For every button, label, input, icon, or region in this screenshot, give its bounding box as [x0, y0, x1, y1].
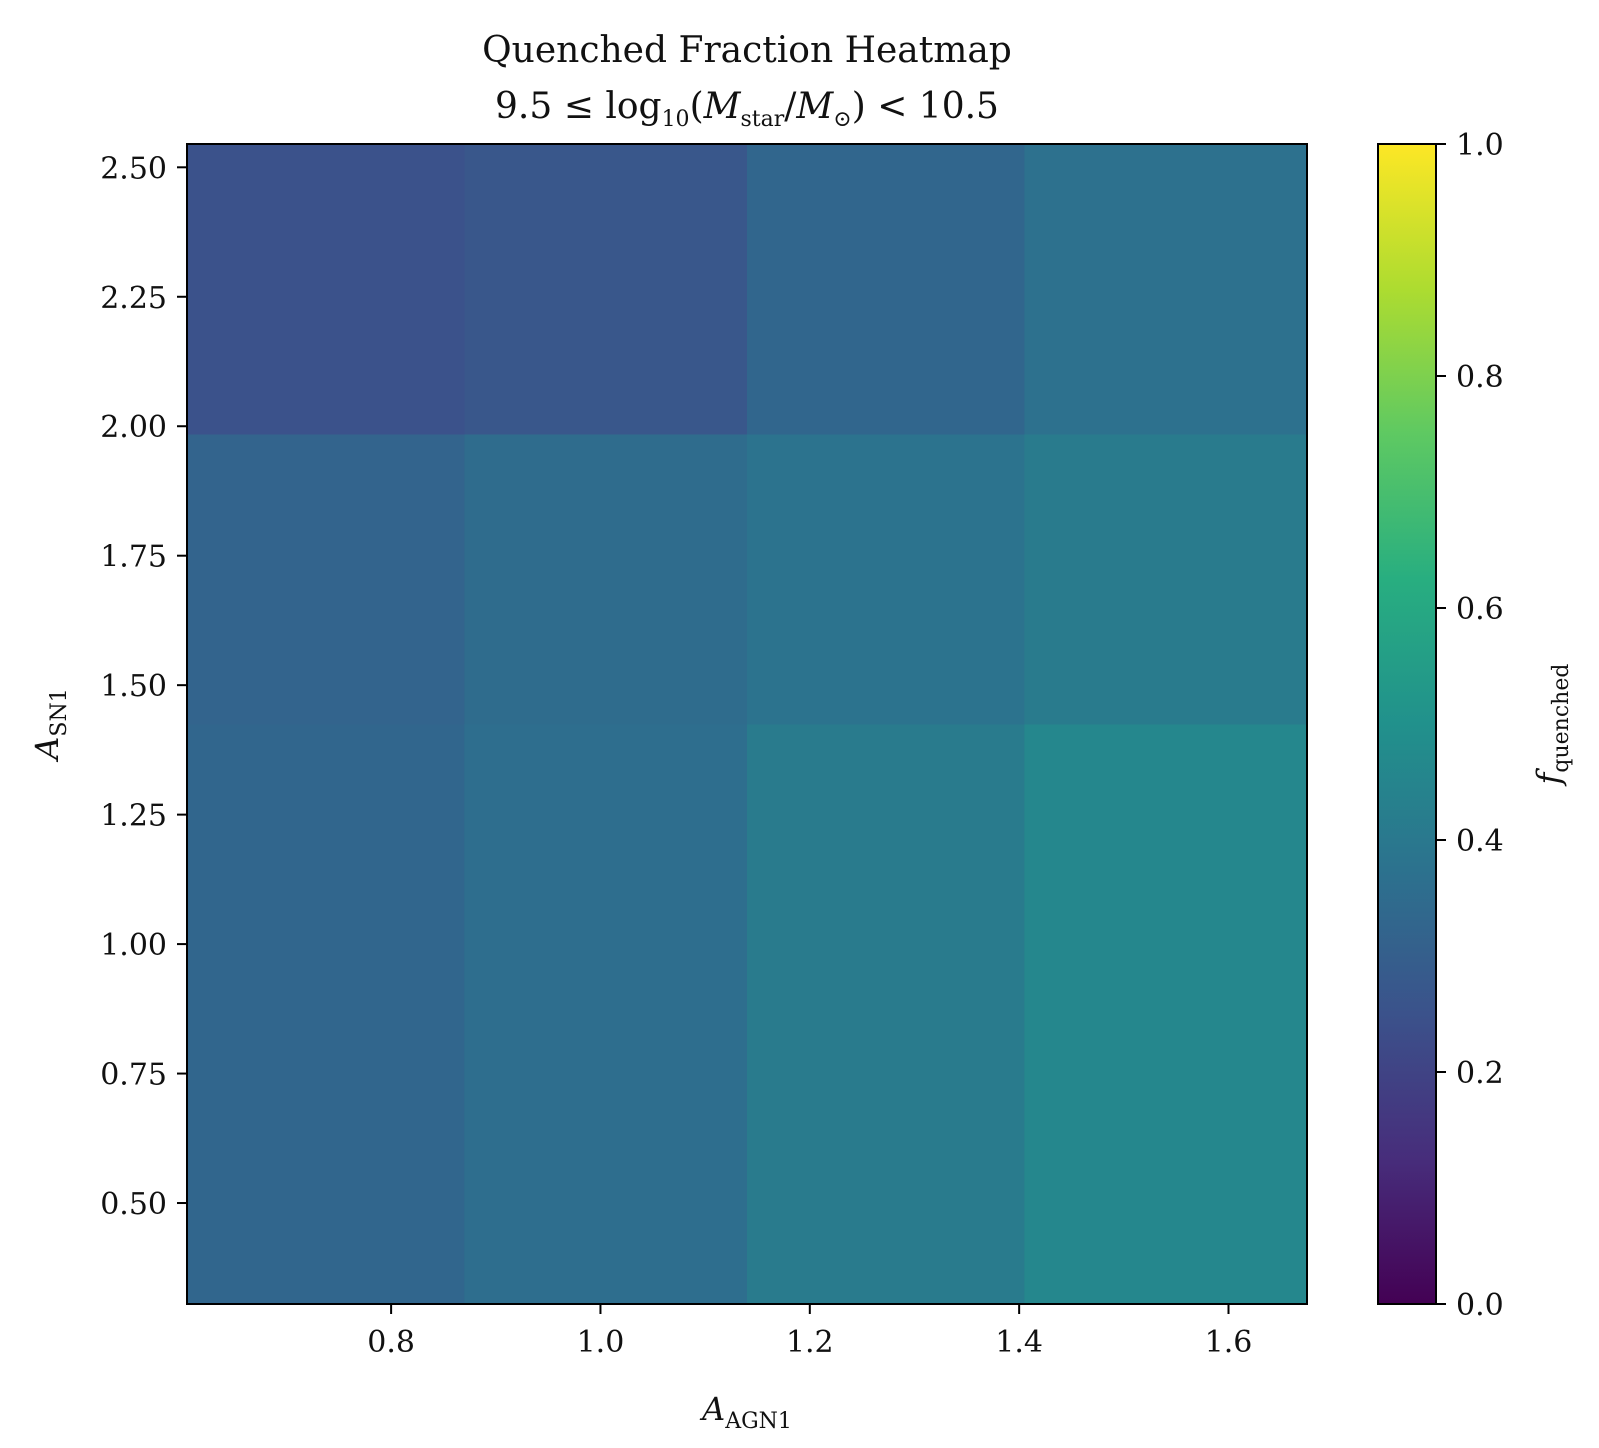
heatmap-cell	[1024, 724, 1308, 1305]
chart-title: Quenched Fraction Heatmap	[482, 30, 1012, 71]
tick-label: 1.00	[100, 928, 167, 963]
heatmap-cell	[464, 434, 748, 725]
tick-label: 0.0	[1456, 1288, 1504, 1323]
x-axis-ticks: 0.8 1.0 1.2 1.4 1.6	[367, 1304, 1252, 1360]
tick-label: 0.4	[1456, 824, 1504, 859]
y-axis-ticks: 0.50 0.75 1.00 1.25 1.50 1.75 2.00 2.25 2.50	[100, 151, 187, 1222]
heatmap-cell	[747, 144, 1025, 435]
tick-label: 1.2	[786, 1325, 834, 1360]
tick-label: 0.6	[1456, 592, 1504, 627]
tick-label: 1.6	[1205, 1325, 1253, 1360]
tick-label: 0.8	[1456, 360, 1504, 395]
tick-label: 1.0	[577, 1325, 625, 1360]
heatmap-cell	[747, 724, 1025, 1305]
plot-frame	[186, 143, 1308, 1305]
y-axis-label: ASN1	[28, 688, 72, 762]
tick-label: 1.50	[100, 669, 167, 704]
tick-label: 0.75	[100, 1058, 167, 1093]
heatmap-cell	[187, 724, 465, 1305]
heatmap-cell	[464, 144, 748, 435]
tick-label: 0.2	[1456, 1056, 1504, 1091]
tick-label: 0.8	[367, 1325, 415, 1360]
heatmap-cell	[187, 434, 465, 725]
x-axis-label: AAGN1	[699, 1390, 792, 1434]
heatmap-cells	[187, 144, 1308, 1305]
heatmap-cell	[747, 434, 1025, 725]
heatmap-cell	[464, 724, 748, 1305]
tick-label: 2.50	[100, 151, 167, 186]
heatmap-cell	[1024, 434, 1308, 725]
tick-label: 1.0	[1456, 128, 1504, 163]
colorbar-ticks: 0.0 0.2 0.4 0.6 0.8 1.0	[1436, 128, 1504, 1323]
tick-label: 1.25	[100, 799, 167, 834]
heatmap-cell	[1024, 144, 1308, 435]
tick-label: 1.4	[995, 1325, 1043, 1360]
tick-label: 2.00	[100, 410, 167, 445]
tick-label: 1.75	[100, 540, 167, 575]
tick-label: 0.50	[100, 1187, 167, 1222]
chart-subtitle: 9.5 ≤ log10(Mstar/M⊙) < 10.5	[495, 86, 999, 132]
tick-label: 2.25	[100, 281, 167, 316]
colorbar	[1377, 143, 1437, 1305]
heatmap-cell	[187, 144, 465, 435]
colorbar-label: fquenched	[1530, 664, 1574, 787]
